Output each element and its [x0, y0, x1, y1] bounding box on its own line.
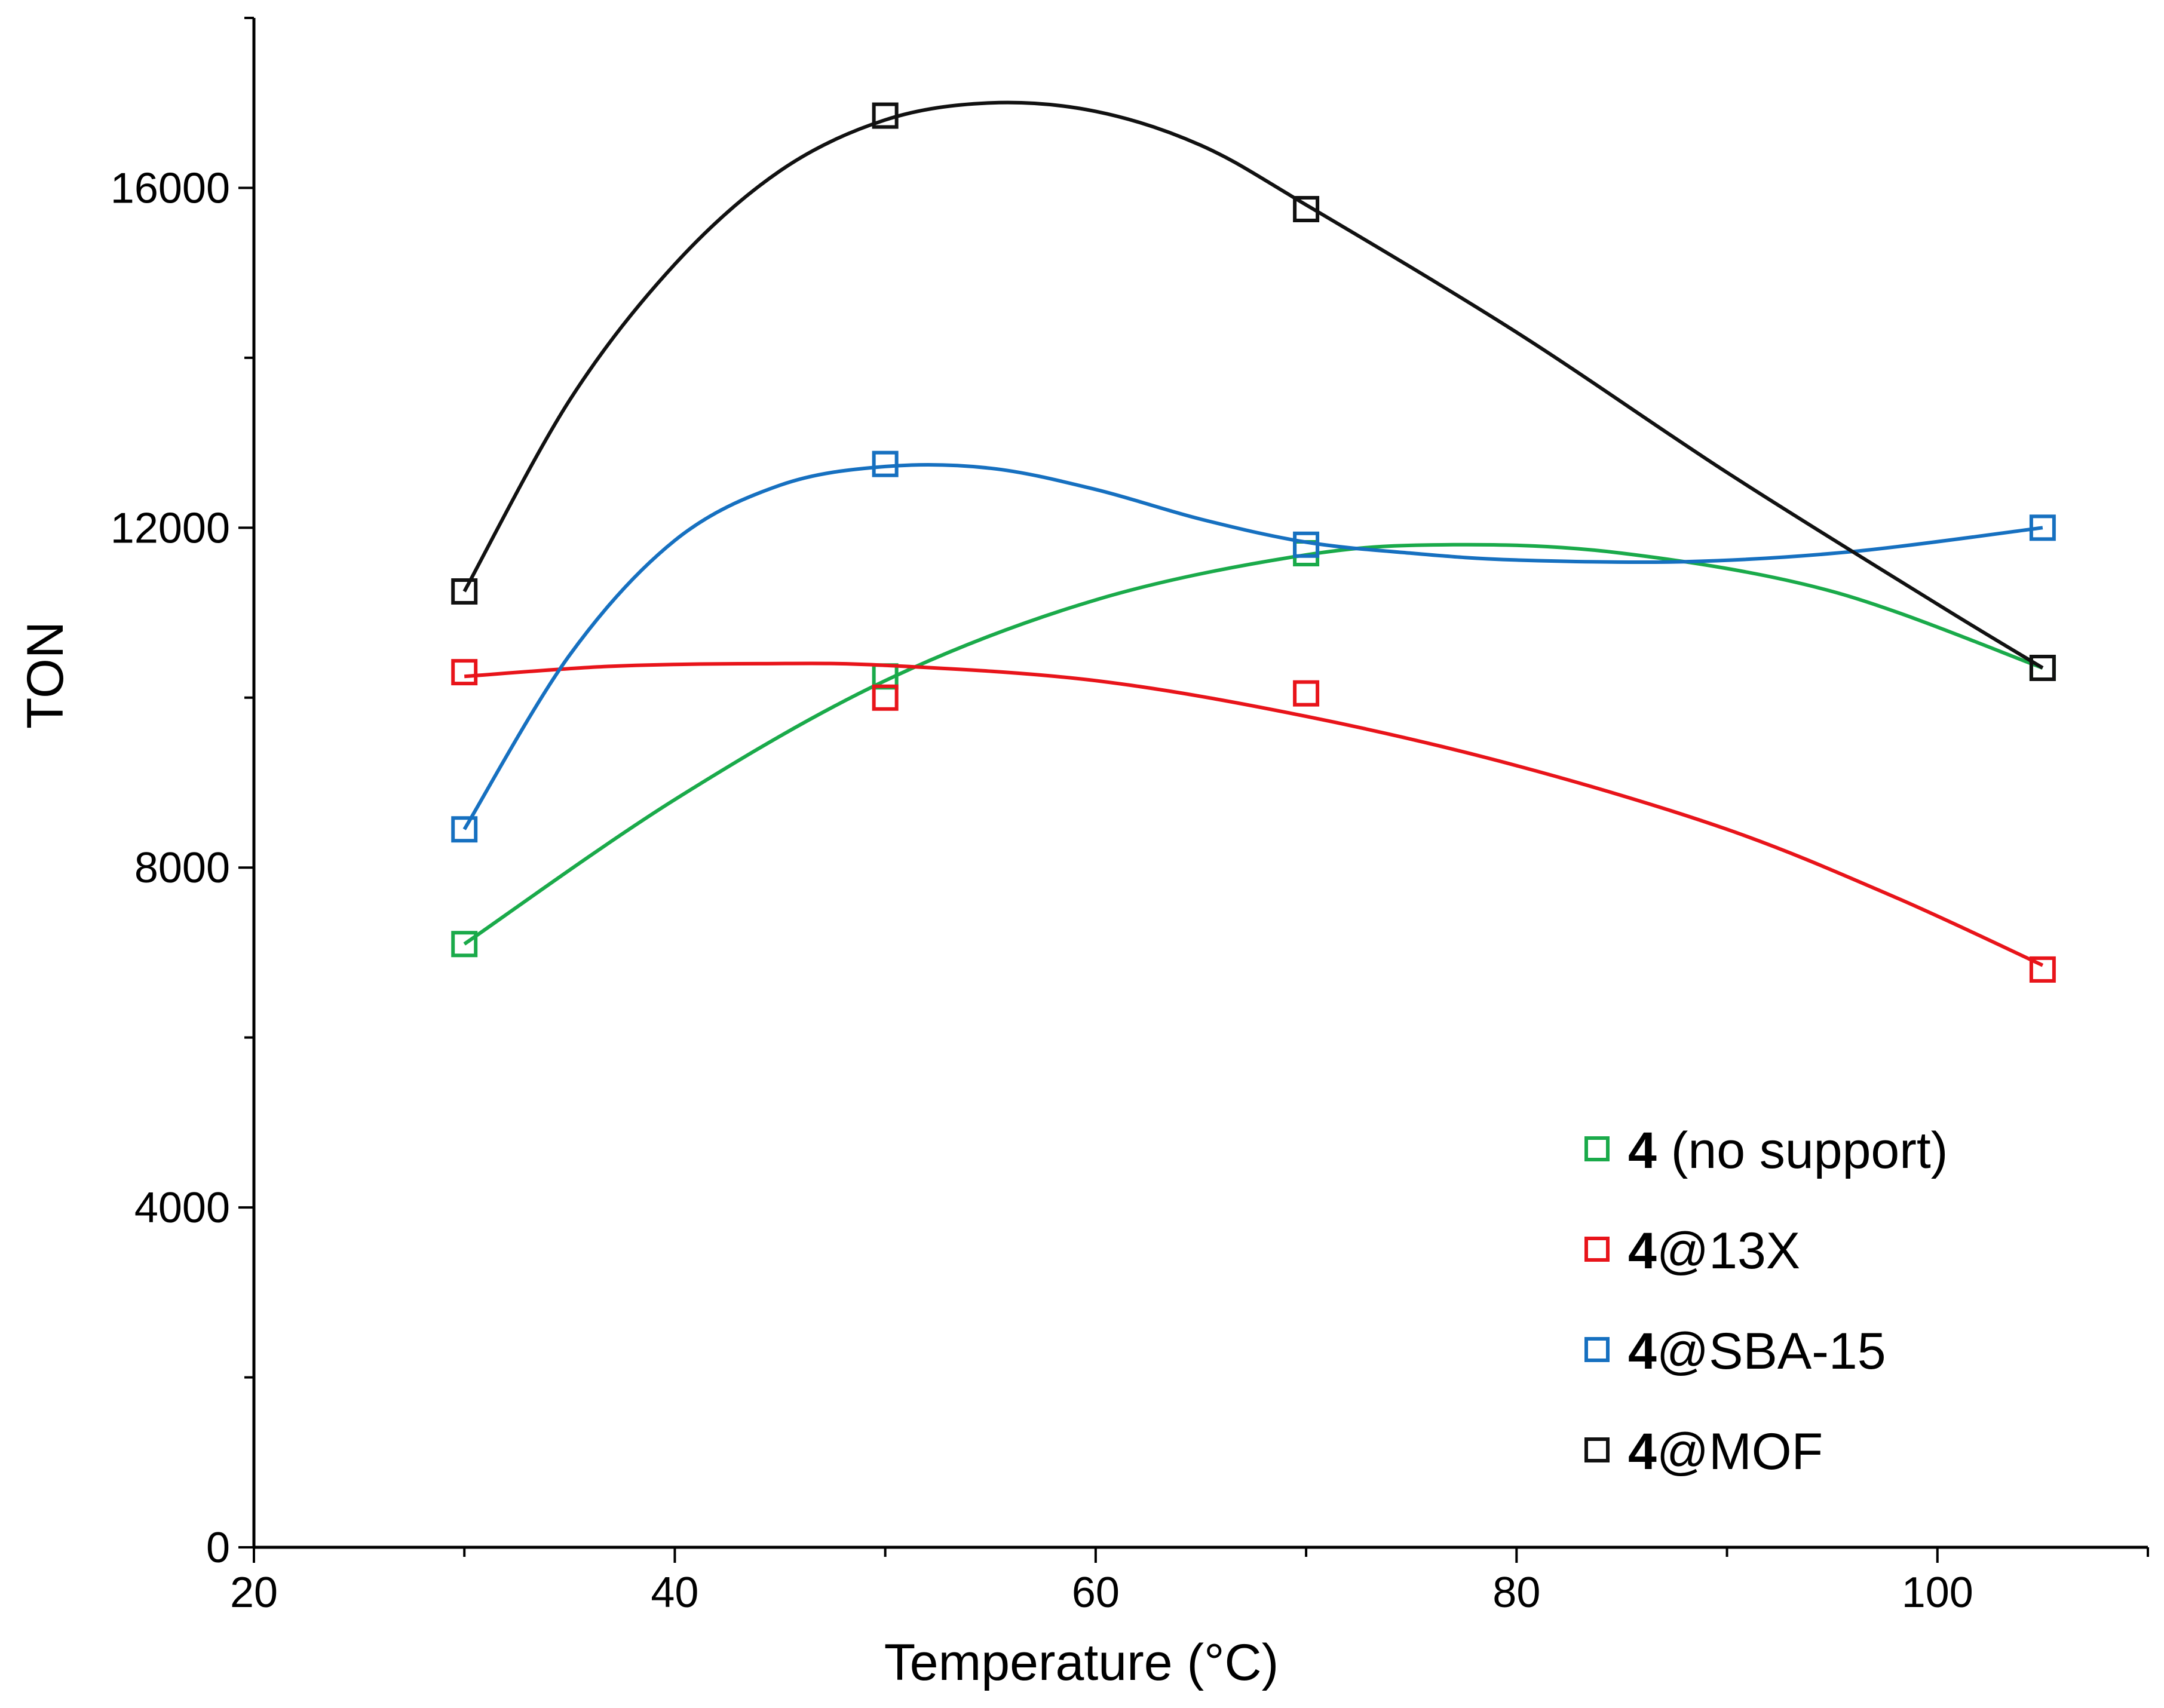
data-point-4-sba-15	[451, 816, 478, 843]
series-4-13x	[451, 659, 2056, 983]
series-4-sba-15	[451, 450, 2056, 843]
y-tick-label: 12000	[111, 504, 230, 552]
x-tick-label: 100	[1902, 1569, 1973, 1617]
data-point-4-mof	[1293, 196, 1320, 222]
data-point-4-13x	[872, 684, 899, 711]
data-point-4-no-support	[451, 931, 478, 958]
y-axis-ticks: 0 4000 8000 12000 16000	[111, 17, 254, 1572]
x-tick-label: 40	[651, 1569, 698, 1617]
data-point-4-13x	[1293, 680, 1320, 707]
legend-label-bold: 4	[1628, 1222, 1657, 1280]
data-point-4-mof	[2029, 655, 2056, 681]
y-tick-label: 4000	[134, 1184, 230, 1232]
fit-line-4-mof	[462, 100, 2044, 670]
fit-line-4-no-support	[463, 542, 2043, 946]
data-point-4-mof	[872, 102, 899, 129]
series-4-mof	[451, 100, 2056, 681]
legend-label-rest: @MOF	[1657, 1423, 1823, 1480]
data-point-4-mof	[451, 578, 478, 605]
series-4-no-support	[451, 540, 2056, 958]
y-tick-label: 16000	[111, 164, 230, 212]
y-tick-label: 0	[206, 1524, 230, 1572]
legend-label-4-sba-15: 4@SBA-15	[1628, 1323, 1886, 1380]
fit-line-4-13x	[464, 661, 2044, 967]
legend-marker-4-mof	[1584, 1437, 1610, 1462]
x-tick-label: 60	[1072, 1569, 1120, 1617]
legend-label-4-13x: 4@13X	[1628, 1222, 1800, 1280]
legend-label-4-no-support: 4 (no support)	[1628, 1122, 1948, 1179]
legend-label-bold: 4	[1628, 1122, 1657, 1179]
legend-marker-4-sba-15	[1584, 1337, 1610, 1362]
data-point-4-sba-15	[1293, 531, 1320, 558]
legend-label-rest: @SBA-15	[1657, 1323, 1886, 1380]
x-axis-ticks: 20 40 60 80 100	[230, 1547, 2149, 1617]
x-tick-label: 80	[1492, 1569, 1540, 1617]
y-tick-label: 8000	[134, 844, 230, 892]
plot-area	[451, 100, 2056, 983]
data-point-4-sba-15	[872, 450, 899, 477]
legend-label-bold: 4	[1628, 1423, 1657, 1480]
legend-marker-4-13x	[1584, 1237, 1610, 1262]
data-point-4-sba-15	[2029, 514, 2056, 541]
data-point-4-13x	[2029, 956, 2056, 983]
axes: 20 40 60 80 100 0 4000 8000 12000 16000 Temperat…	[17, 17, 2149, 1691]
legend-label-bold: 4	[1628, 1323, 1657, 1380]
legend-label-4-mof: 4@MOF	[1628, 1423, 1823, 1480]
legend-label-rest: (no support)	[1657, 1122, 1948, 1179]
legend-marker-4-no-support	[1584, 1136, 1610, 1161]
y-axis-title: TON	[17, 621, 74, 729]
data-point-4-13x	[451, 659, 478, 686]
fit-line-4-sba-15	[462, 463, 2043, 830]
x-axis-title: Temperature (°C)	[884, 1634, 1279, 1691]
x-tick-label: 20	[230, 1569, 278, 1617]
legend-label-rest: @13X	[1657, 1222, 1800, 1280]
